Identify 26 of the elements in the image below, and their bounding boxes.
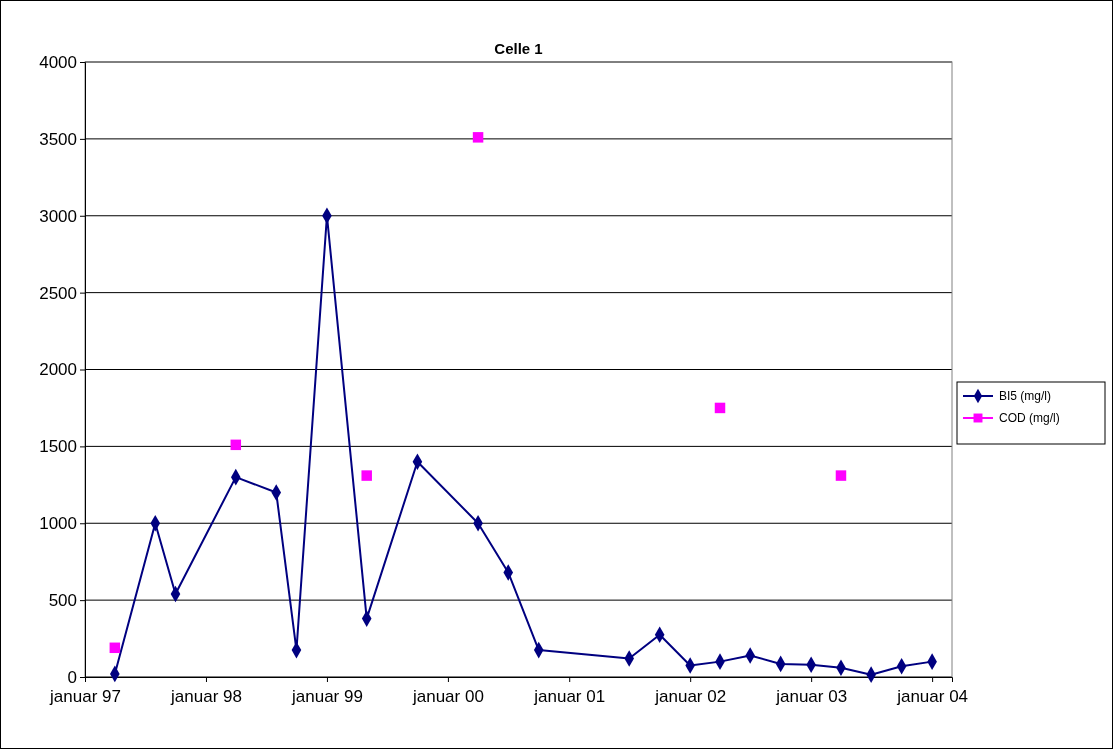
y-tick-label: 0 [67,667,77,687]
y-tick-label: 4000 [39,52,77,72]
x-tick-label: januar 02 [654,687,727,706]
legend-label: COD (mg/l) [999,411,1060,425]
x-tick-label: januar 98 [170,687,242,706]
x-tick-label: januar 00 [411,687,484,706]
y-tick-label: 500 [48,591,77,611]
point [109,642,121,654]
chart-title: Celle 1 [494,40,543,57]
point [835,470,847,481]
y-tick-label: 1000 [39,514,77,534]
point [472,132,484,143]
x-tick-label: januar 99 [290,687,363,706]
y-tick-label: 2000 [39,360,77,380]
y-tick-label: 2500 [39,283,77,303]
y-tick-label: 3000 [39,206,77,226]
point [230,439,242,451]
x-tick-label: januar 97 [49,687,121,706]
legend-label: BI5 (mg/l) [999,389,1052,403]
y-tick-label: 3500 [39,129,77,149]
point [714,402,726,414]
x-tick-label: januar 04 [896,687,969,706]
x-tick-label: januar 01 [533,687,606,706]
y-tick-label: 1500 [39,437,77,457]
x-tick-label: januar 03 [775,687,848,706]
point [361,470,372,481]
